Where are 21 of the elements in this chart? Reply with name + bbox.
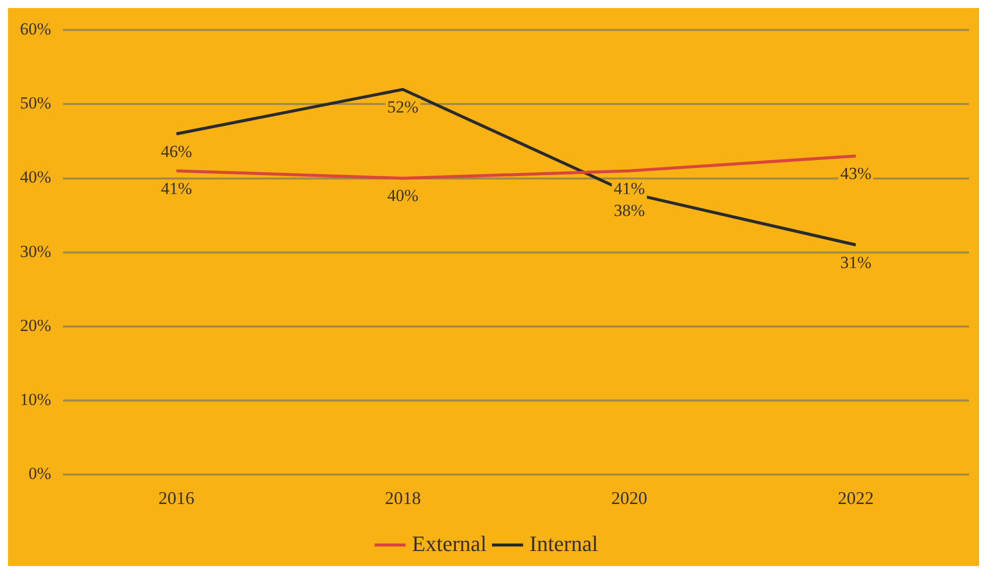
y-tick-label: 50% [20, 94, 52, 113]
y-tick-label: 30% [20, 242, 52, 261]
legend-label: External [412, 530, 487, 556]
y-tick-label: 20% [20, 316, 52, 335]
legend-label: Internal [530, 530, 598, 556]
y-tick-label: 40% [20, 168, 52, 187]
y-tick-label: 60% [20, 20, 52, 39]
y-tick-label: 10% [20, 390, 52, 409]
data-label: 46% [160, 142, 192, 161]
data-label: 52% [387, 97, 418, 116]
data-label: 41% [160, 178, 192, 198]
x-tick-label: 2022 [838, 488, 874, 508]
x-tick-label: 2020 [611, 488, 648, 508]
data-label: 43% [840, 164, 872, 184]
data-label: 40% [387, 186, 418, 206]
y-tick-label: 0% [28, 464, 52, 483]
data-label: 31% [840, 252, 872, 272]
data-label: 38% [614, 201, 645, 220]
data-label: 41% [614, 178, 645, 198]
x-tick-label: 2016 [158, 488, 194, 508]
x-tick-label: 2018 [384, 488, 421, 508]
